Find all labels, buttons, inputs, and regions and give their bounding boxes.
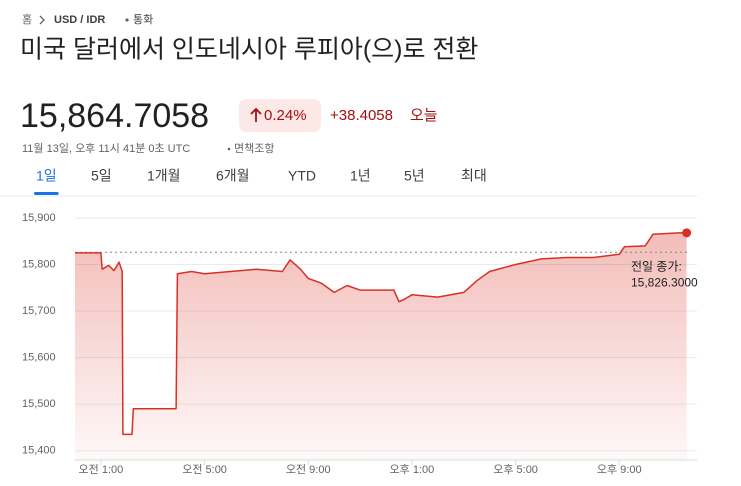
previous-close-value: 15,826.3000 <box>631 275 698 289</box>
dot-separator <box>125 18 129 22</box>
tab-bar: 1일 5일 1개월 6개월 YTD 1년 5년 최대 <box>34 168 487 195</box>
disclaimer-link[interactable]: 면책조항 <box>234 142 274 155</box>
range-tab[interactable]: 최대 <box>461 168 487 184</box>
x-tick-label: 오후 1:00 <box>390 463 435 476</box>
x-tick-label: 오전 9:00 <box>286 463 331 476</box>
y-tick-label: 15,400 <box>22 445 56 457</box>
chart: 15,400 15,500 15,600 15,700 15,800 15,900 오전 1… <box>22 212 698 476</box>
range-tab[interactable]: 5일 <box>91 168 112 184</box>
y-tick-label: 15,500 <box>22 398 56 410</box>
timestamp: 11월 13일, 오후 11시 41분 0초 UTC <box>22 141 190 155</box>
y-tick-label: 15,700 <box>22 305 56 317</box>
down-arrow-icon <box>250 107 262 122</box>
range-tab[interactable]: 1일 <box>36 168 57 184</box>
y-tick-label: 15,600 <box>22 352 56 364</box>
last-point <box>682 228 692 238</box>
x-tick-label: 오전 5:00 <box>182 463 227 476</box>
price-line <box>75 232 687 436</box>
range-tab[interactable]: 1개월 <box>147 168 181 184</box>
range-tab[interactable]: 1년 <box>350 168 371 184</box>
range-tab[interactable]: YTD <box>288 168 316 184</box>
y-tick-label: 15,900 <box>22 212 56 224</box>
change-period: 오늘 <box>410 107 438 124</box>
x-tick-label: 오전 1:00 <box>79 463 124 476</box>
breadcrumb-pair[interactable]: USD / IDR <box>54 14 105 26</box>
price: 15,864.7058 <box>20 97 209 135</box>
x-tick-label: 오후 5:00 <box>493 463 538 476</box>
change-chip <box>239 99 321 132</box>
breadcrumb-home[interactable]: 홈 <box>22 12 32 26</box>
chevron <box>39 15 45 25</box>
previous-close-title: 전일 종가: <box>631 259 682 273</box>
page-title: 미국 달러에서 인도네시아 루피아(으)로 전환 <box>20 36 478 64</box>
range-tab[interactable]: 6개월 <box>216 168 250 184</box>
area-fill <box>75 232 687 460</box>
active-tab-indicator <box>34 192 59 195</box>
range-tab[interactable]: 5년 <box>404 168 425 184</box>
dot-separator <box>227 147 231 151</box>
change-value: +38.4058 <box>330 107 393 124</box>
breadcrumb-type[interactable]: 통화 <box>133 13 153 26</box>
change-percent: 0.24% <box>264 107 307 124</box>
y-tick-label: 15,800 <box>22 258 56 270</box>
x-tick-label: 오후 9:00 <box>597 463 642 476</box>
